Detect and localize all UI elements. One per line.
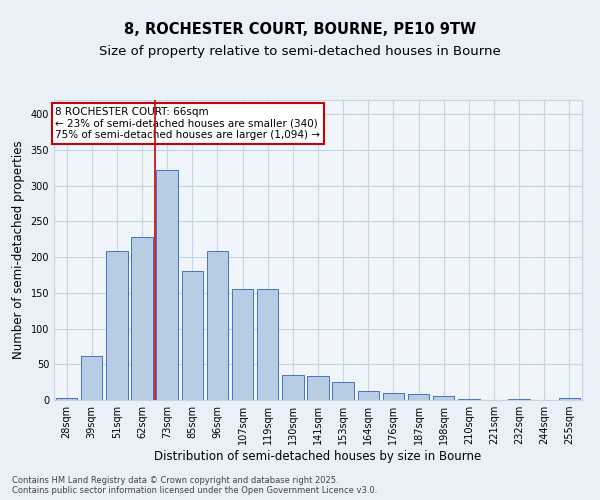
Bar [307,376,329,400]
Bar [232,290,253,400]
Bar [56,398,77,400]
Bar [433,396,454,400]
Y-axis label: Number of semi-detached properties: Number of semi-detached properties [12,140,25,360]
Text: Size of property relative to semi-detached houses in Bourne: Size of property relative to semi-detach… [99,45,501,58]
X-axis label: Distribution of semi-detached houses by size in Bourne: Distribution of semi-detached houses by … [154,450,482,463]
Bar [282,375,304,400]
Bar [358,390,379,400]
Bar [207,252,228,400]
Bar [81,356,103,400]
Bar [182,270,203,400]
Bar [106,250,128,400]
Bar [257,290,278,400]
Bar [332,382,354,400]
Text: 8, ROCHESTER COURT, BOURNE, PE10 9TW: 8, ROCHESTER COURT, BOURNE, PE10 9TW [124,22,476,38]
Bar [458,398,479,400]
Text: 8 ROCHESTER COURT: 66sqm
← 23% of semi-detached houses are smaller (340)
75% of : 8 ROCHESTER COURT: 66sqm ← 23% of semi-d… [55,107,320,140]
Text: Contains HM Land Registry data © Crown copyright and database right 2025.
Contai: Contains HM Land Registry data © Crown c… [12,476,377,495]
Bar [383,393,404,400]
Bar [508,398,530,400]
Bar [559,398,580,400]
Bar [157,170,178,400]
Bar [131,237,152,400]
Bar [408,394,429,400]
